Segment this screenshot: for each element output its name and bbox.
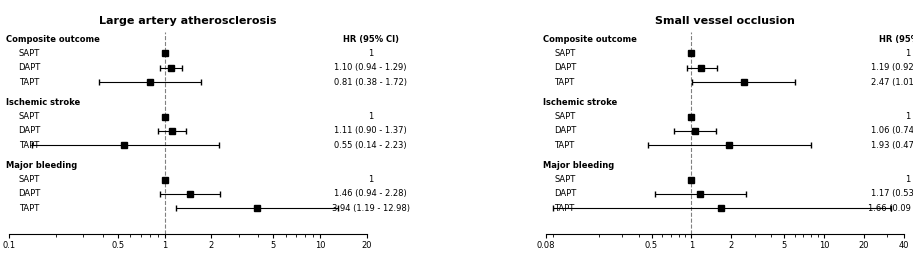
Text: Composite outcome: Composite outcome (5, 35, 100, 44)
Text: 1.93 (0.47 - 7.94): 1.93 (0.47 - 7.94) (871, 141, 913, 150)
Text: SAPT: SAPT (554, 49, 575, 58)
Text: DAPT: DAPT (554, 126, 576, 135)
Text: DAPT: DAPT (18, 126, 41, 135)
Text: Major bleeding: Major bleeding (5, 161, 77, 170)
Text: SAPT: SAPT (18, 112, 40, 121)
Text: Ischemic stroke: Ischemic stroke (5, 98, 80, 107)
Text: SAPT: SAPT (18, 175, 40, 184)
Text: 2.47 (1.01 - 6.07): 2.47 (1.01 - 6.07) (871, 78, 913, 87)
Text: 1.19 (0.92 - 1.56): 1.19 (0.92 - 1.56) (871, 63, 913, 72)
Text: 1.17 (0.53 - 2.60): 1.17 (0.53 - 2.60) (871, 189, 913, 198)
Text: 1.10 (0.94 - 1.29): 1.10 (0.94 - 1.29) (334, 63, 407, 72)
Text: DAPT: DAPT (554, 189, 576, 198)
Text: 1.06 (0.74 - 1.54): 1.06 (0.74 - 1.54) (871, 126, 913, 135)
Text: Ischemic stroke: Ischemic stroke (543, 98, 617, 107)
Text: SAPT: SAPT (18, 49, 40, 58)
Text: 1: 1 (368, 49, 373, 58)
Text: 1: 1 (905, 49, 910, 58)
Text: HR (95% CI): HR (95% CI) (879, 35, 913, 44)
Text: 1.66 (0.09 - 31.97): 1.66 (0.09 - 31.97) (868, 204, 913, 213)
Text: TAPT: TAPT (554, 141, 574, 150)
Title: Small vessel occlusion: Small vessel occlusion (655, 16, 795, 26)
Text: SAPT: SAPT (554, 112, 575, 121)
Text: DAPT: DAPT (18, 63, 41, 72)
Text: 0.81 (0.38 - 1.72): 0.81 (0.38 - 1.72) (334, 78, 407, 87)
Title: Large artery atherosclerosis: Large artery atherosclerosis (100, 16, 277, 26)
Text: TAPT: TAPT (18, 78, 39, 87)
Text: DAPT: DAPT (554, 63, 576, 72)
Text: 1: 1 (368, 112, 373, 121)
Text: 3.94 (1.19 - 12.98): 3.94 (1.19 - 12.98) (331, 204, 410, 213)
Text: HR (95% CI): HR (95% CI) (342, 35, 399, 44)
Text: DAPT: DAPT (18, 189, 41, 198)
Text: TAPT: TAPT (18, 204, 39, 213)
Text: SAPT: SAPT (554, 175, 575, 184)
Text: Composite outcome: Composite outcome (543, 35, 637, 44)
Text: TAPT: TAPT (18, 141, 39, 150)
Text: 1: 1 (905, 175, 910, 184)
Text: Major bleeding: Major bleeding (543, 161, 614, 170)
Text: 1.11 (0.90 - 1.37): 1.11 (0.90 - 1.37) (334, 126, 407, 135)
Text: 1: 1 (368, 175, 373, 184)
Text: 1: 1 (905, 112, 910, 121)
Text: TAPT: TAPT (554, 204, 574, 213)
Text: 1.46 (0.94 - 2.28): 1.46 (0.94 - 2.28) (334, 189, 407, 198)
Text: 0.55 (0.14 - 2.23): 0.55 (0.14 - 2.23) (334, 141, 407, 150)
Text: TAPT: TAPT (554, 78, 574, 87)
